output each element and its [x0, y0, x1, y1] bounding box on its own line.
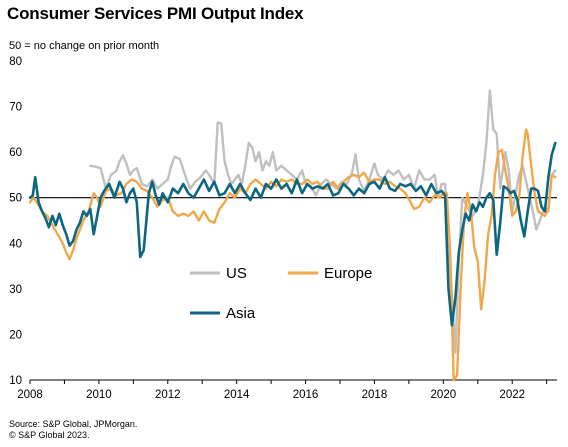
chart-subtitle: 50 = no change on prior month — [9, 40, 160, 52]
x-tick-label: 2020 — [431, 389, 457, 401]
source-note: Source: S&P Global, JPMorgan. — [9, 419, 138, 429]
copyright-note: © S&P Global 2023. — [9, 430, 90, 440]
series-line-asia — [28, 141, 557, 327]
series-lines — [28, 89, 557, 382]
y-tick-label: 40 — [9, 238, 22, 250]
y-tick-label: 80 — [9, 56, 22, 68]
x-tick-label: 2008 — [17, 389, 43, 401]
legend-label-asia: Asia — [226, 305, 256, 322]
x-tick-label: 2014 — [224, 389, 250, 401]
y-tick-label: 20 — [9, 329, 22, 341]
y-tick-label: 60 — [9, 147, 22, 159]
series-line-europe — [28, 128, 557, 382]
y-tick-label: 50 — [9, 193, 22, 205]
legend-label-us: US — [226, 265, 247, 282]
x-tick-label: 2010 — [86, 389, 112, 401]
x-tick-label: 2022 — [499, 389, 525, 401]
legend-label-europe: Europe — [324, 265, 372, 282]
y-tick-label: 10 — [9, 375, 22, 387]
chart-title: Consumer Services PMI Output Index — [7, 4, 304, 23]
x-tick-label: 2018 — [362, 389, 388, 401]
y-tick-label: 70 — [9, 102, 22, 114]
axes: 10 20 30 40 50 60 70 80 2008 2010 2012 2014 2016 2018… — [9, 56, 557, 401]
legend: US Europe Asia — [190, 265, 372, 322]
series-line-us — [89, 89, 557, 354]
x-tick-label: 2012 — [155, 389, 181, 401]
y-tick-label: 30 — [9, 284, 22, 296]
x-tick-label: 2016 — [293, 389, 319, 401]
